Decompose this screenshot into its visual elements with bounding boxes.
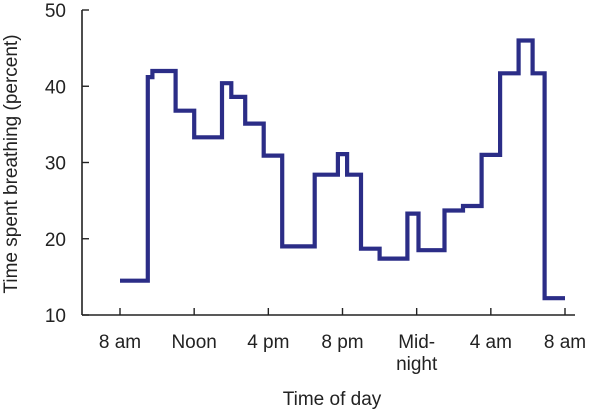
- axes: [81, 10, 575, 316]
- x-tick-label: Mid-night: [396, 332, 438, 375]
- y-tick-label: 20: [45, 230, 66, 251]
- x-axis-title: Time of day: [283, 389, 382, 410]
- y-tick-label: 50: [45, 1, 66, 22]
- y-axis-ticks: 10 20 30 40 50: [45, 1, 89, 327]
- x-tick-label: 8 pm: [321, 332, 363, 353]
- series-line-0: [120, 38, 565, 301]
- x-tick-label: 8 am: [99, 332, 141, 353]
- y-tick-label: 10: [45, 306, 66, 327]
- x-axis-ticks: 8 am Noon 4 pm 8 pm Mid-night 4 am 8 am: [99, 308, 586, 375]
- y-tick-label: 40: [45, 77, 66, 98]
- series-group: [120, 38, 565, 301]
- x-tick-label: 4 pm: [247, 332, 289, 353]
- y-axis-title: Time spent breathing (percent): [1, 34, 22, 293]
- x-tick-label: 8 am: [544, 332, 586, 353]
- y-tick-label: 30: [45, 154, 66, 175]
- x-tick-label: Noon: [171, 332, 216, 353]
- x-tick-label: 4 am: [470, 332, 512, 353]
